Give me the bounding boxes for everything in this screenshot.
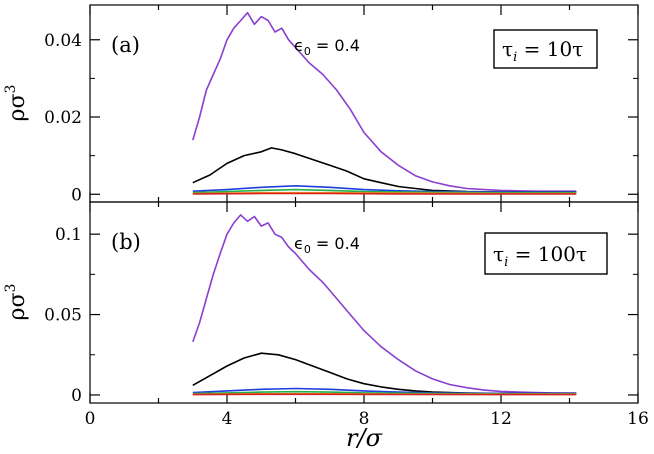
panel-a-label: (a)	[111, 33, 140, 57]
panel-a-ylabel: ρσ3	[3, 85, 30, 122]
panel-a-series-purple	[192, 11, 577, 192]
x-tick-label: 16	[627, 409, 649, 429]
panel-a-ytick-label: 0.02	[44, 108, 82, 128]
panel-a-annotation: ϵ0 = 0.4	[294, 36, 360, 58]
x-axis-label: r/σ	[346, 424, 383, 452]
x-tick-label: 8	[359, 409, 370, 429]
panel-b-legend-box	[484, 232, 608, 275]
panel-b-frame	[89, 201, 639, 404]
panel-b-ytick-label: 0.05	[44, 306, 82, 326]
panel-b-annotation: ϵ0 = 0.4	[294, 234, 360, 256]
panel-a-tau-label: τi = 10τ	[502, 37, 583, 65]
panel-a-series	[192, 11, 577, 195]
panel-b-ticks: 0 0.05 0.1	[44, 202, 639, 406]
panel-a-ytick-label: 0	[71, 185, 82, 205]
panel-b-tau-label: τi = 100τ	[493, 242, 587, 270]
panel-a-ytick-label: 0.04	[44, 31, 82, 51]
x-tick-label: 12	[490, 409, 512, 429]
panel-b-series-black	[192, 352, 577, 395]
panel-a: 0 0.02 0.04 (a) ϵ0 = 0.4 τi = 10τ ρσ3	[3, 4, 639, 205]
panel-a-ticks: 0 0.02 0.04	[44, 5, 639, 205]
panel-b-label: (b)	[111, 230, 141, 254]
x-tick-label: 0	[85, 409, 96, 429]
panel-b-series	[192, 214, 577, 396]
panel-b-series-purple	[192, 214, 577, 394]
panel-b-ytick-label: 0.1	[55, 225, 82, 245]
panel-b-ytick-label: 0	[71, 386, 82, 406]
panel-b: 0 0.05 0.1 (b) ϵ0 = 0.4 τi = 100τ ρσ3	[3, 201, 639, 406]
x-axis-ticks: 0 4 8 12 16	[85, 409, 649, 429]
panel-a-series-green	[192, 188, 577, 194]
x-tick-label: 4	[222, 409, 233, 429]
panel-b-ylabel: ρσ3	[3, 284, 30, 321]
panel-a-legend-box	[493, 29, 598, 69]
